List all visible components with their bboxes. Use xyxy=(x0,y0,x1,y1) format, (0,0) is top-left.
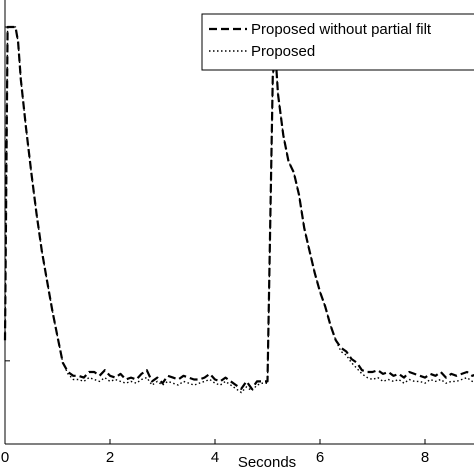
axis-ticks: 0 2 4 6 8 xyxy=(1,26,429,466)
legend-entry: Proposed without partial filt xyxy=(251,21,432,38)
x-tick-label: 8 xyxy=(421,449,429,466)
series-line-proposed xyxy=(4,26,474,394)
x-tick-label: 4 xyxy=(211,449,219,466)
x-tick-label: 2 xyxy=(106,449,114,466)
legend-entry: Proposed xyxy=(251,43,315,60)
series-line-proposed-without-partial-filt xyxy=(3,25,474,390)
legend-box xyxy=(201,13,474,71)
plot-frame xyxy=(4,0,474,445)
series-layer xyxy=(3,25,474,394)
x-tick-label: 0 xyxy=(1,449,9,466)
x-axis-label: Seconds xyxy=(238,454,296,471)
x-tick-label: 6 xyxy=(316,449,324,466)
legend: Proposed without partial filt Proposed xyxy=(201,13,474,71)
